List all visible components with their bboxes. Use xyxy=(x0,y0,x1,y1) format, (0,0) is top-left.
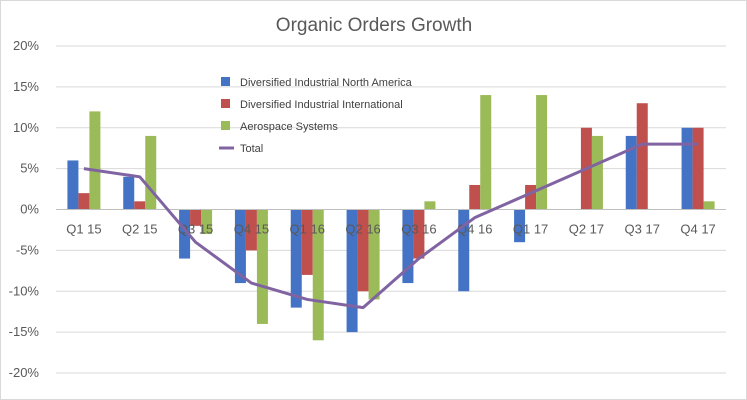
y-axis-ticks: 20% 15% 10% 5% 0% -5% -10% -15% -20% xyxy=(9,38,40,380)
bar-international xyxy=(357,209,369,292)
bar-north-america xyxy=(123,176,135,210)
x-tick-label: Q4 17 xyxy=(680,222,715,237)
y-tick-label: -15% xyxy=(9,324,40,339)
bar-aerospace xyxy=(368,209,380,300)
bars xyxy=(67,95,715,341)
y-tick-label: -10% xyxy=(9,283,40,298)
bar-aerospace xyxy=(312,209,324,341)
bar-north-america xyxy=(458,209,470,292)
x-tick-label: Q2 15 xyxy=(122,222,157,237)
bar-north-america xyxy=(681,127,693,210)
legend-label: Total xyxy=(240,143,263,155)
y-tick-label: 0% xyxy=(20,202,39,217)
x-tick-label: Q2 16 xyxy=(345,222,380,237)
y-tick-label: 10% xyxy=(13,120,39,135)
legend-label: Diversified Industrial International xyxy=(240,99,403,111)
bar-aerospace xyxy=(480,95,492,210)
bar-international xyxy=(134,201,146,210)
y-tick-label: -20% xyxy=(9,365,40,380)
bar-north-america xyxy=(234,209,246,284)
legend-swatch xyxy=(221,99,230,108)
bar-international xyxy=(245,209,257,251)
bar-aerospace xyxy=(536,95,548,210)
bar-north-america xyxy=(346,209,358,333)
bar-international xyxy=(413,209,425,259)
x-tick-label: Q4 16 xyxy=(457,222,492,237)
x-tick-label: Q1 16 xyxy=(290,222,325,237)
legend-label: Diversified Industrial North America xyxy=(240,77,413,89)
total-line-path xyxy=(83,142,699,310)
bar-aerospace xyxy=(424,201,436,210)
bar-aerospace xyxy=(89,111,101,210)
bar-international xyxy=(525,184,537,210)
bar-international xyxy=(692,127,704,210)
bar-north-america xyxy=(625,135,637,210)
total-line xyxy=(83,142,699,310)
bar-aerospace xyxy=(145,135,157,210)
x-tick-label: Q1 15 xyxy=(66,222,101,237)
x-tick-label: Q4 15 xyxy=(234,222,269,237)
bar-north-america xyxy=(67,160,79,210)
chart-title: Organic Orders Growth xyxy=(276,15,472,36)
bar-international xyxy=(78,193,90,210)
bar-aerospace xyxy=(591,135,603,210)
bar-international xyxy=(301,209,313,275)
bar-aerospace xyxy=(703,201,715,210)
bar-international xyxy=(636,103,648,210)
bar-north-america xyxy=(402,209,414,284)
x-tick-label: Q1 17 xyxy=(513,222,548,237)
bar-north-america xyxy=(514,209,526,243)
x-axis-ticks: Q1 15 Q2 15 Q3 15 Q4 15 Q1 16 Q2 16 Q3 16 Q4 16… xyxy=(66,222,716,237)
bar-north-america xyxy=(290,209,302,308)
bar-aerospace xyxy=(256,209,268,324)
y-tick-label: 5% xyxy=(20,161,39,176)
bar-north-america xyxy=(179,209,191,259)
legend-swatch xyxy=(221,121,230,130)
x-tick-label: Q3 17 xyxy=(625,222,660,237)
x-tick-label: Q2 17 xyxy=(569,222,604,237)
y-tick-label: 20% xyxy=(13,38,39,53)
legend-label: Aerospace Systems xyxy=(240,121,338,133)
y-tick-label: -5% xyxy=(16,242,40,257)
y-tick-label: 15% xyxy=(13,79,39,94)
bar-aerospace xyxy=(201,209,213,235)
legend: Diversified Industrial North America Dive… xyxy=(219,77,413,155)
legend-swatch xyxy=(221,77,230,86)
bar-international xyxy=(190,209,202,226)
x-tick-label: Q3 16 xyxy=(401,222,436,237)
bar-international xyxy=(469,184,481,210)
gridlines xyxy=(56,45,726,374)
